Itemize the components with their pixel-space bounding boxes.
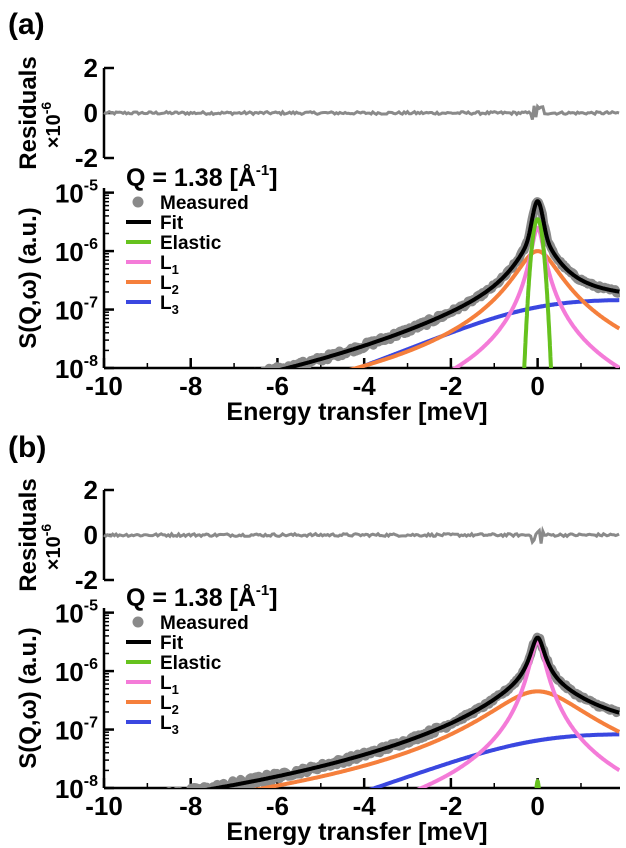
legend-item: L1 — [126, 253, 179, 277]
spectrum-plot: 10-8 10-7 10-6 10-5 -10 -8 -6 -4 -2 0 Energy trans… — [15, 582, 620, 846]
legend-item: L3 — [126, 293, 179, 317]
q-annotation: Q = 1.38 [Å-1] — [126, 582, 278, 612]
x-tick-label: -10 — [85, 371, 123, 401]
legend-item: Elastic — [126, 653, 222, 674]
series-l1 — [451, 225, 620, 368]
x-tick-label: -4 — [353, 371, 377, 401]
legend-label: L1 — [160, 253, 179, 277]
legend-item: L2 — [126, 693, 179, 717]
series-l3 — [368, 732, 620, 788]
residual-axis-unit: ×10-6 — [38, 524, 65, 571]
legend-label: Elastic — [160, 653, 222, 674]
residual-axis-label: Residuals — [15, 478, 42, 591]
series-elastic — [534, 778, 541, 788]
series-fit — [205, 635, 620, 788]
legend-item: Measured — [132, 613, 249, 634]
residual-trace — [103, 103, 620, 121]
legend-item: Measured — [132, 193, 249, 214]
residual-axis-label: Residuals — [15, 56, 42, 169]
series-fit — [279, 199, 620, 368]
legend-label: Fit — [160, 213, 184, 234]
legend-marker — [132, 616, 144, 628]
y-tick-label: 10-5 — [55, 178, 98, 209]
legend-item: Fit — [126, 633, 184, 654]
x-tick-label: -10 — [85, 791, 123, 821]
legend-item: L1 — [126, 673, 179, 697]
panel-label: (a) — [8, 8, 45, 41]
residual-axis-unit: ×10-6 — [38, 102, 65, 149]
y-axis-label: S(Q,ω) (a.u.) — [15, 207, 42, 349]
residuals-plot: -2 0 2 Residuals ×10-6 — [15, 53, 620, 173]
legend-marker — [132, 196, 144, 208]
residual-y-tick-label: -2 — [75, 565, 98, 595]
plot-area — [254, 197, 620, 368]
panel-b: (b) -2 0 2 Residuals ×10-6 10-8 10-7 10-6 10-5 -10… — [8, 431, 620, 846]
legend-item: L2 — [126, 273, 179, 297]
residual-y-tick-label: 0 — [84, 98, 98, 128]
q-annotation: Q = 1.38 [Å-1] — [126, 162, 278, 192]
legend-label: L1 — [160, 673, 179, 697]
x-tick-label: -8 — [179, 791, 202, 821]
x-axis-label: Energy transfer [meV] — [226, 818, 487, 846]
residuals-plot: -2 0 2 Residuals ×10-6 — [15, 475, 620, 595]
y-tick-label: 10-8 — [55, 353, 98, 384]
series-l2 — [252, 689, 620, 788]
panel-label: (b) — [8, 431, 46, 464]
legend-label: Elastic — [160, 233, 222, 254]
spectrum-plot: 10-8 10-7 10-6 10-5 -10 -8 -6 -4 -2 0 Energy trans… — [15, 162, 620, 426]
y-tick-label: 10-8 — [55, 773, 98, 804]
residual-trace — [103, 525, 620, 546]
legend-label: L2 — [160, 693, 179, 717]
x-tick-label: -2 — [439, 371, 462, 401]
y-tick-label: 10-7 — [55, 295, 98, 326]
residual-y-tick-label: 2 — [84, 475, 98, 505]
legend-label: L3 — [160, 713, 179, 737]
y-axis-label: S(Q,ω) (a.u.) — [15, 627, 42, 769]
x-axis-label: Energy transfer [meV] — [226, 398, 487, 426]
legend-label: Fit — [160, 633, 184, 654]
x-tick-label: -8 — [179, 371, 202, 401]
y-tick-label: 10-6 — [55, 236, 98, 267]
legend-item: L3 — [126, 713, 179, 737]
series-l2 — [348, 249, 620, 368]
panel-a: (a) -2 0 2 Residuals ×10-6 10-8 10-7 10-6 10-5 -10… — [8, 8, 620, 426]
plot-area — [166, 632, 620, 788]
legend-label: Measured — [160, 193, 249, 214]
legend-label: L3 — [160, 293, 179, 317]
x-tick-label: 0 — [530, 371, 544, 401]
y-tick-label: 10-6 — [55, 656, 98, 687]
legend-item: Fit — [126, 213, 184, 234]
residual-y-tick-label: 0 — [84, 520, 98, 550]
series-l1 — [416, 639, 620, 788]
x-tick-label: -6 — [266, 791, 289, 821]
x-tick-label: -2 — [439, 791, 462, 821]
y-tick-label: 10-7 — [55, 715, 98, 746]
residual-y-tick-label: -2 — [75, 143, 98, 173]
x-tick-label: -4 — [353, 791, 377, 821]
legend-label: Measured — [160, 613, 249, 634]
residual-y-tick-label: 2 — [84, 53, 98, 83]
x-tick-label: 0 — [530, 791, 544, 821]
series-elastic — [522, 217, 554, 368]
y-tick-label: 10-5 — [55, 598, 98, 629]
legend-label: L2 — [160, 273, 179, 297]
x-tick-label: -6 — [266, 371, 289, 401]
legend-item: Elastic — [126, 233, 222, 254]
